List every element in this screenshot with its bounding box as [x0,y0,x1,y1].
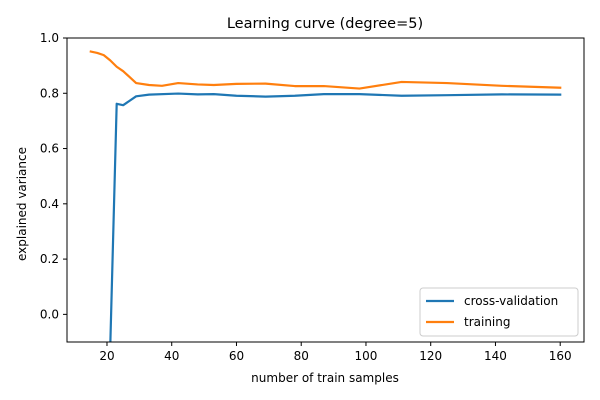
y-axis-label: explained variance [15,147,29,261]
x-tick-label: 100 [355,349,378,363]
chart-title: Learning curve (degree=5) [227,16,423,32]
y-tick-label: 1.0 [40,31,59,45]
x-tick-label: 60 [229,349,244,363]
y-tick-label: 0.0 [40,307,59,321]
legend-box [419,287,579,337]
legend-label: training [464,315,511,329]
x-tick-label: 160 [549,349,572,363]
x-tick-label: 80 [294,349,309,363]
y-tick-label: 0.2 [40,252,59,266]
x-tick-label: 20 [99,349,114,363]
plot-frame [66,37,585,343]
legend-label: cross-validation [464,294,558,308]
legend: cross-validation training [419,287,579,337]
y-tick-label: 0.8 [40,86,59,100]
x-axis-label: number of train samples [251,371,399,385]
x-tick-label: 40 [164,349,179,363]
series-line-cross-validation [109,92,562,342]
x-tick-label: 120 [419,349,442,363]
series-line-training [89,50,562,90]
series-lines [89,50,562,342]
y-tick-label: 0.6 [40,142,59,156]
x-tick-label: 140 [484,349,507,363]
y-tick-label: 0.4 [40,197,59,211]
